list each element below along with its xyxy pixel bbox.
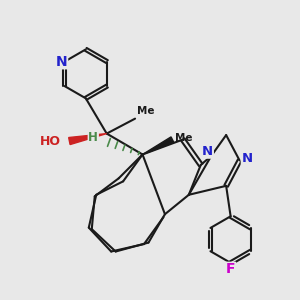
Text: HO: HO — [39, 134, 60, 148]
Text: H: H — [88, 131, 98, 144]
Text: N: N — [202, 145, 213, 158]
Text: N: N — [242, 152, 253, 166]
Text: Me: Me — [137, 106, 155, 116]
Text: Me: Me — [175, 133, 192, 143]
Text: N: N — [56, 55, 68, 69]
Polygon shape — [69, 134, 107, 145]
Polygon shape — [142, 137, 174, 154]
Text: F: F — [226, 262, 236, 276]
